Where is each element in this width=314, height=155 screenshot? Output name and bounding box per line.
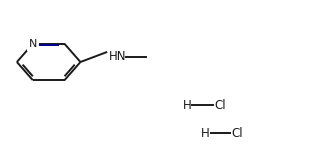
Text: N: N bbox=[29, 39, 37, 49]
Text: Cl: Cl bbox=[214, 99, 226, 112]
Text: H: H bbox=[182, 99, 191, 112]
Text: Cl: Cl bbox=[231, 127, 243, 140]
Text: H: H bbox=[201, 127, 210, 140]
Text: HN: HN bbox=[109, 50, 126, 63]
